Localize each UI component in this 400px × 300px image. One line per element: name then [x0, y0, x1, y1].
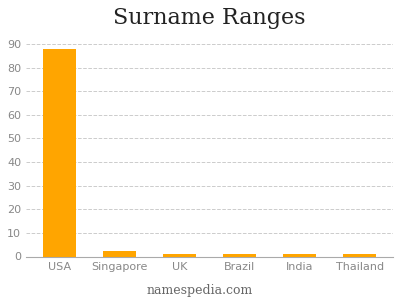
Bar: [103, 250, 136, 256]
Bar: [43, 49, 76, 256]
Bar: [283, 254, 316, 256]
Title: Surname Ranges: Surname Ranges: [113, 7, 306, 29]
Bar: [343, 254, 376, 256]
Bar: [163, 254, 196, 256]
Text: namespedia.com: namespedia.com: [147, 284, 253, 297]
Bar: [223, 254, 256, 256]
